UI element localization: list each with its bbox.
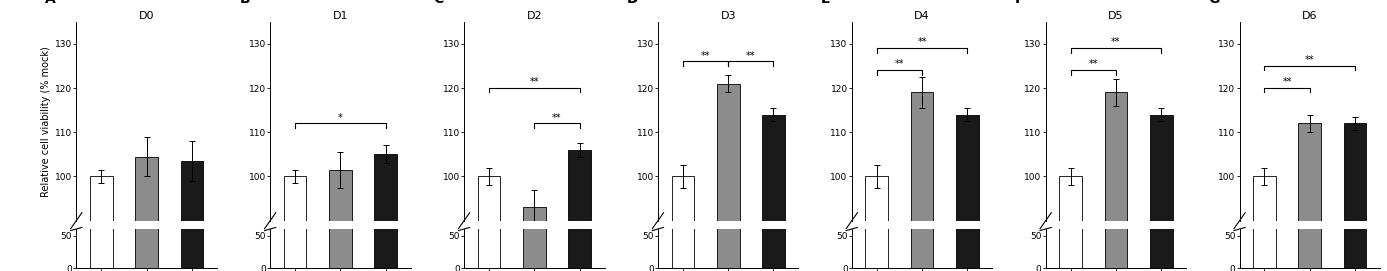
Bar	[180, 161, 203, 271]
Bar	[1104, 92, 1128, 271]
Bar	[1344, 195, 1366, 268]
Bar	[1060, 203, 1082, 268]
Bar	[374, 199, 397, 268]
Text: E: E	[821, 0, 831, 6]
Title: D1: D1	[333, 11, 348, 21]
Bar	[523, 207, 545, 268]
Text: B: B	[239, 0, 250, 6]
Text: C: C	[433, 0, 444, 6]
Text: **: **	[700, 51, 710, 61]
Bar	[180, 201, 203, 268]
Text: **: **	[895, 59, 904, 69]
Title: D2: D2	[527, 11, 542, 21]
Bar	[1344, 123, 1366, 271]
Text: D: D	[627, 0, 638, 6]
Text: **: **	[552, 112, 562, 122]
Text: **: **	[530, 77, 540, 87]
Text: **: **	[746, 51, 756, 61]
Bar	[1254, 203, 1276, 268]
Bar	[911, 92, 933, 271]
Bar	[1060, 176, 1082, 271]
Bar	[90, 203, 112, 268]
Bar	[1298, 123, 1322, 271]
Bar	[1150, 194, 1172, 268]
Title: D0: D0	[139, 11, 154, 21]
Title: D5: D5	[1108, 11, 1123, 21]
Bar	[865, 176, 888, 271]
Title: D3: D3	[720, 11, 736, 21]
Text: **: **	[1111, 37, 1121, 47]
Bar	[569, 199, 591, 268]
Bar	[329, 202, 352, 268]
Text: *: *	[338, 112, 343, 122]
Bar	[763, 115, 785, 271]
Bar	[477, 176, 501, 271]
Bar	[135, 157, 158, 271]
Bar	[329, 170, 352, 271]
Text: **: **	[917, 37, 927, 47]
Bar	[717, 189, 739, 268]
Bar	[865, 203, 888, 268]
Bar	[1254, 176, 1276, 271]
Bar	[1298, 195, 1322, 268]
Bar	[135, 200, 158, 268]
Bar	[671, 176, 694, 271]
Bar	[1104, 191, 1128, 268]
Text: **: **	[1305, 55, 1315, 65]
Y-axis label: Relative cell viability (% mock): Relative cell viability (% mock)	[40, 46, 51, 196]
Text: G: G	[1208, 0, 1221, 6]
Text: **: **	[1089, 59, 1099, 69]
Bar	[284, 203, 307, 268]
Bar	[956, 115, 979, 271]
Bar	[717, 83, 739, 271]
Text: **: **	[1283, 77, 1291, 87]
Bar	[90, 176, 112, 271]
Title: D6: D6	[1302, 11, 1318, 21]
Bar	[911, 191, 933, 268]
Bar	[477, 203, 501, 268]
Text: F: F	[1015, 0, 1024, 6]
Title: D4: D4	[914, 11, 929, 21]
Bar	[1150, 115, 1172, 271]
Bar	[956, 194, 979, 268]
Bar	[763, 194, 785, 268]
Bar	[284, 176, 307, 271]
Bar	[523, 207, 545, 271]
Bar	[374, 154, 397, 271]
Bar	[569, 150, 591, 271]
Bar	[671, 203, 694, 268]
Text: A: A	[46, 0, 55, 6]
